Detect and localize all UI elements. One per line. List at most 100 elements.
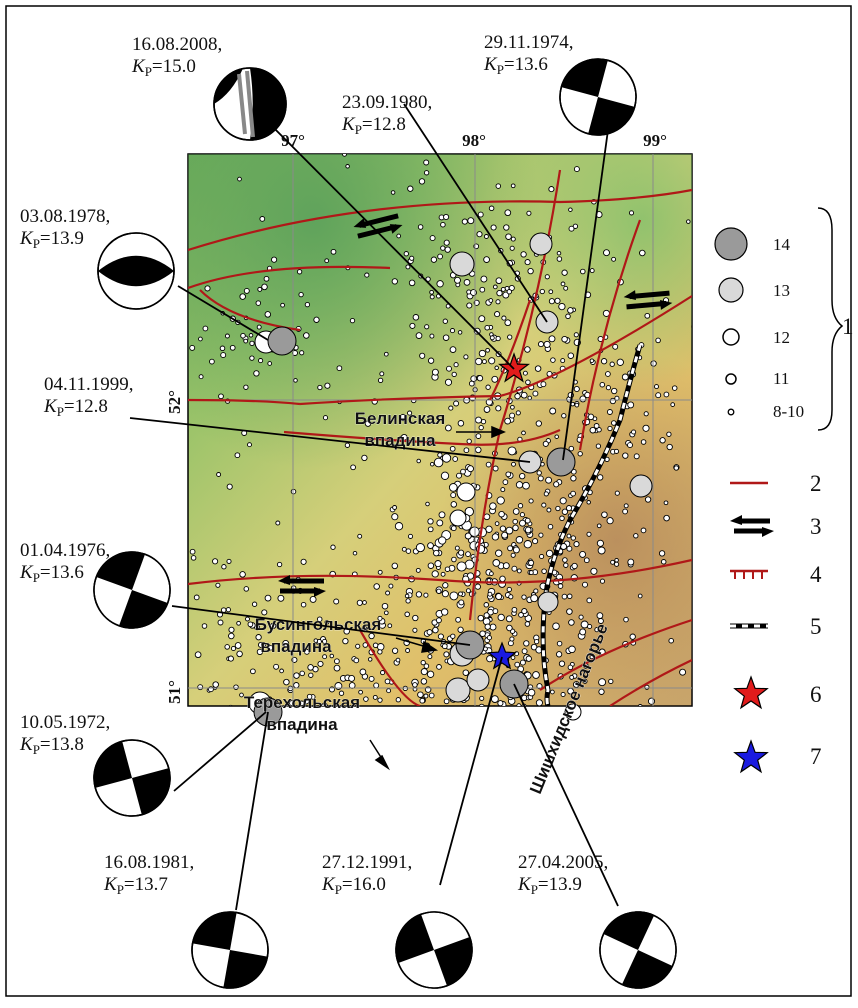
seismic-event xyxy=(321,702,328,706)
seismic-event xyxy=(440,571,446,577)
seismic-event xyxy=(589,426,597,434)
focal-outline xyxy=(395,911,473,989)
seismic-event xyxy=(227,655,234,662)
seismic-event xyxy=(533,638,540,645)
leader-line xyxy=(513,683,619,907)
seismic-event xyxy=(525,379,531,386)
seismic-event xyxy=(420,678,428,685)
seismic-event xyxy=(405,598,411,604)
seismic-event xyxy=(524,526,532,534)
seismic-event xyxy=(453,362,459,368)
seismic-event xyxy=(453,400,460,407)
kp-subscript: P xyxy=(57,404,64,419)
seismic-event xyxy=(545,549,554,558)
seismic-event xyxy=(597,546,606,555)
seismic-event xyxy=(589,358,595,363)
event-energy-class: KP=12.8 xyxy=(43,396,108,419)
seismic-event xyxy=(476,231,483,238)
seismic-event xyxy=(317,986,322,991)
seismic-event xyxy=(540,381,547,388)
seismic-event xyxy=(563,285,569,291)
seismic-event xyxy=(442,582,449,589)
seismic-event xyxy=(411,760,418,767)
legend-class-11-label: 11 xyxy=(773,369,789,388)
seismic-event xyxy=(82,629,87,634)
seismic-event xyxy=(505,526,514,535)
compression-quadrant xyxy=(96,552,145,590)
seismic-event xyxy=(654,384,659,390)
seismic-event xyxy=(483,513,491,521)
event-energy-class: KP=15.0 xyxy=(131,56,196,79)
seismic-event xyxy=(368,906,373,911)
fault xyxy=(539,618,692,691)
seismic-event xyxy=(523,540,532,549)
seismic-event xyxy=(527,267,534,275)
legend-class-13-label: 13 xyxy=(773,281,790,300)
seismic-event xyxy=(502,562,510,570)
legend-item-4: 4 xyxy=(810,562,822,587)
seismic-event xyxy=(663,500,669,506)
event-label-1972: 10.05.1972,KP=13.8 xyxy=(19,712,110,757)
seismic-event xyxy=(437,253,443,260)
seismic-event xyxy=(491,533,500,541)
seismic-event xyxy=(394,734,398,738)
seismic-event xyxy=(395,657,401,663)
seismic-event xyxy=(485,787,490,792)
seismic-event xyxy=(621,373,629,381)
seismic-event xyxy=(647,697,656,705)
seismic-event xyxy=(596,523,602,529)
seismic-event xyxy=(682,762,686,766)
seismic-event xyxy=(372,705,376,706)
seismic-event xyxy=(439,716,445,722)
seismic-event xyxy=(506,730,511,735)
seismic-event xyxy=(497,700,504,706)
seismic-event xyxy=(590,567,598,575)
kp-symbol: K xyxy=(19,734,34,755)
seismic-event xyxy=(357,533,363,539)
event-label-1974: 29.11.1974,KP=13.6 xyxy=(483,32,574,77)
seismic-event xyxy=(236,650,243,658)
seismic-event xyxy=(572,681,580,688)
seismic-event xyxy=(478,778,484,784)
seismic-event xyxy=(255,300,262,306)
seismic-event xyxy=(390,190,396,195)
seismic-event xyxy=(504,209,512,217)
seismic-event xyxy=(466,438,472,444)
fault xyxy=(188,188,692,252)
seismic-event xyxy=(528,570,534,576)
seismic-event xyxy=(364,272,370,278)
seismic-event xyxy=(573,166,580,173)
seismic-event xyxy=(489,571,494,576)
seismic-event xyxy=(468,789,473,794)
legend-class-13-symbol xyxy=(718,277,744,303)
kp-subscript: P xyxy=(33,236,40,251)
seismic-event xyxy=(496,496,505,505)
legend-class-12-symbol xyxy=(722,328,740,346)
seismic-event xyxy=(633,453,640,460)
seismic-event xyxy=(512,737,517,742)
seismic-event xyxy=(179,583,184,588)
strike-slip-symbol xyxy=(278,575,326,597)
seismic-event xyxy=(548,186,555,193)
seismic-event xyxy=(510,768,517,775)
seismic-event xyxy=(283,678,290,686)
seismic-event xyxy=(659,437,666,444)
seismic-event xyxy=(509,636,515,642)
seismic-event xyxy=(409,322,416,329)
event-energy-class: KP=13.8 xyxy=(19,734,84,757)
event-circle xyxy=(629,474,653,498)
seismic-event xyxy=(761,629,765,633)
seismic-event xyxy=(546,507,552,513)
seismic-event xyxy=(299,670,305,677)
seismic-event xyxy=(240,332,246,339)
seismic-event xyxy=(601,511,608,518)
seismic-event xyxy=(248,333,254,338)
fault xyxy=(188,265,391,290)
seismic-event xyxy=(157,646,163,652)
event-energy-class: KP=13.9 xyxy=(19,228,84,251)
seismic-event xyxy=(364,420,372,427)
longitude-label: 97° xyxy=(281,131,305,150)
seismic-event xyxy=(298,291,304,298)
seismic-event xyxy=(532,390,539,397)
seismic-event xyxy=(541,568,547,574)
